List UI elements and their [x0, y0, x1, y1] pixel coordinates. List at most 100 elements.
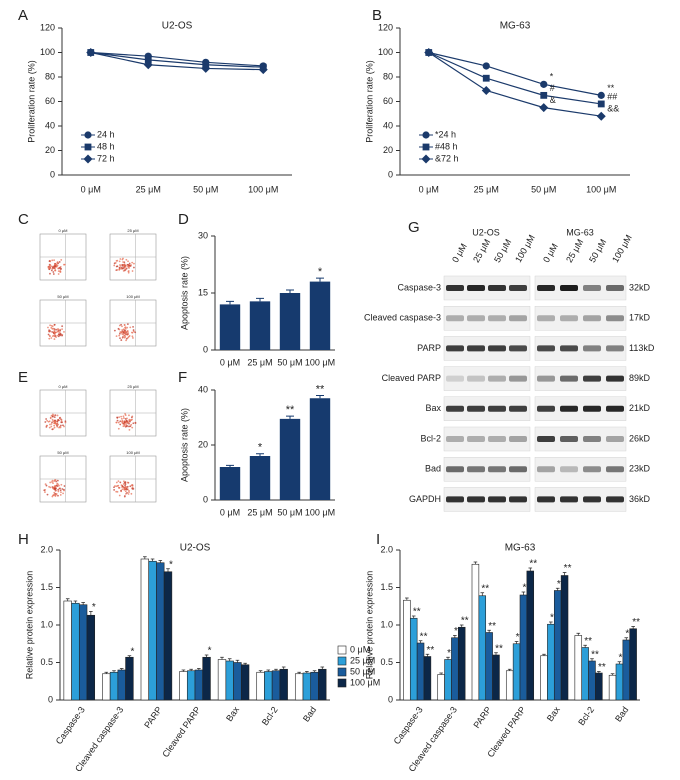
- x-tick-label: 50 μM: [277, 507, 302, 517]
- event-dot: [132, 337, 134, 339]
- size-label: 23kD: [629, 464, 651, 474]
- y-tick-label: 1.5: [40, 582, 53, 592]
- bar: [156, 562, 165, 701]
- band: [606, 375, 624, 382]
- flow-label: 50 μM: [57, 450, 68, 455]
- annotation: **: [488, 621, 496, 632]
- x-tick-label: Bad: [613, 705, 630, 724]
- error-bar: [226, 464, 234, 467]
- bar: [271, 670, 281, 701]
- event-dot: [62, 488, 65, 491]
- bar: [560, 575, 569, 701]
- error-bar: [473, 561, 478, 565]
- event-dot: [119, 420, 122, 423]
- y-tick-label: 40: [383, 120, 393, 130]
- annotation: **: [619, 652, 627, 663]
- error-bar: [243, 662, 247, 665]
- event-dot: [62, 424, 64, 427]
- error-bar: [446, 656, 450, 660]
- error-bar: [143, 556, 147, 559]
- event-dot: [115, 265, 118, 268]
- band: [583, 285, 601, 291]
- event-dot: [53, 414, 55, 417]
- bar: [186, 670, 196, 701]
- event-dot: [57, 423, 60, 426]
- annotation: **: [591, 649, 599, 660]
- event-dot: [125, 423, 128, 425]
- error-bar: [227, 658, 232, 661]
- flow-label: 50 μM: [57, 294, 68, 299]
- size-label: 21kD: [629, 403, 651, 413]
- band: [583, 345, 601, 352]
- error-bar: [624, 637, 629, 640]
- event-dot: [118, 266, 121, 269]
- event-dot: [50, 414, 53, 417]
- bar: [547, 623, 555, 701]
- event-dot: [125, 339, 127, 342]
- bar: [125, 656, 134, 701]
- point: [143, 60, 153, 70]
- event-dot: [51, 495, 54, 498]
- lane-label: 25 μM: [564, 237, 585, 264]
- event-dot: [54, 479, 57, 481]
- event-dot: [51, 331, 53, 333]
- event-dot: [126, 333, 129, 335]
- x-tick-label: 0 μM: [220, 357, 240, 367]
- y-tick-label: 30: [198, 230, 208, 240]
- band: [446, 345, 464, 352]
- lane-label: 0 μM: [541, 242, 560, 264]
- band: [560, 345, 578, 352]
- event-dot: [54, 269, 57, 272]
- band: [467, 375, 485, 382]
- event-dot: [123, 334, 126, 337]
- event-dot: [49, 265, 51, 268]
- event-dot: [126, 481, 129, 484]
- event-dot: [57, 273, 60, 275]
- error-bar: [418, 640, 423, 643]
- event-dot: [54, 485, 57, 488]
- bar: [264, 671, 273, 701]
- point: [597, 100, 605, 108]
- band: [446, 466, 464, 473]
- bar: [318, 668, 327, 701]
- y-tick-label: 0.5: [40, 657, 53, 667]
- band: [446, 405, 464, 412]
- event-dot: [113, 329, 116, 332]
- event-dot: [117, 480, 120, 483]
- event-dot: [61, 334, 63, 337]
- event-dot: [58, 484, 60, 487]
- event-dot: [47, 266, 50, 269]
- y-tick-label: 0: [388, 694, 393, 704]
- lane-label: 0 μM: [450, 242, 469, 264]
- event-dot: [60, 418, 63, 421]
- event-dot: [51, 418, 54, 421]
- event-dot: [115, 421, 118, 424]
- x-tick-label: 0 μM: [81, 184, 101, 194]
- y-tick-label: 120: [378, 22, 393, 32]
- band: [509, 285, 527, 291]
- y-axis-label: Apoptosis rate (%): [179, 408, 189, 482]
- annotation: *: [550, 72, 554, 82]
- blot-strip: [443, 426, 531, 452]
- bar: [249, 456, 271, 500]
- bar: [310, 671, 319, 701]
- x-tick-label: Bcl-2: [576, 705, 596, 728]
- event-dot: [124, 414, 127, 417]
- error-bar: [150, 558, 155, 562]
- x-tick-label: Bcl-2: [260, 705, 280, 728]
- band: [488, 405, 506, 412]
- annotation: **: [598, 662, 606, 673]
- event-dot: [123, 264, 126, 266]
- bar: [403, 599, 411, 701]
- error-bar: [286, 289, 294, 293]
- error-bar: [425, 653, 430, 657]
- band: [537, 375, 555, 382]
- y-tick-label: 0: [50, 169, 55, 179]
- point: [482, 74, 490, 82]
- line: [428, 51, 602, 105]
- bar: [71, 602, 80, 701]
- event-dot: [60, 483, 63, 486]
- event-dot: [52, 271, 55, 273]
- y-tick-label: 20: [45, 145, 55, 155]
- error-bar: [65, 598, 70, 601]
